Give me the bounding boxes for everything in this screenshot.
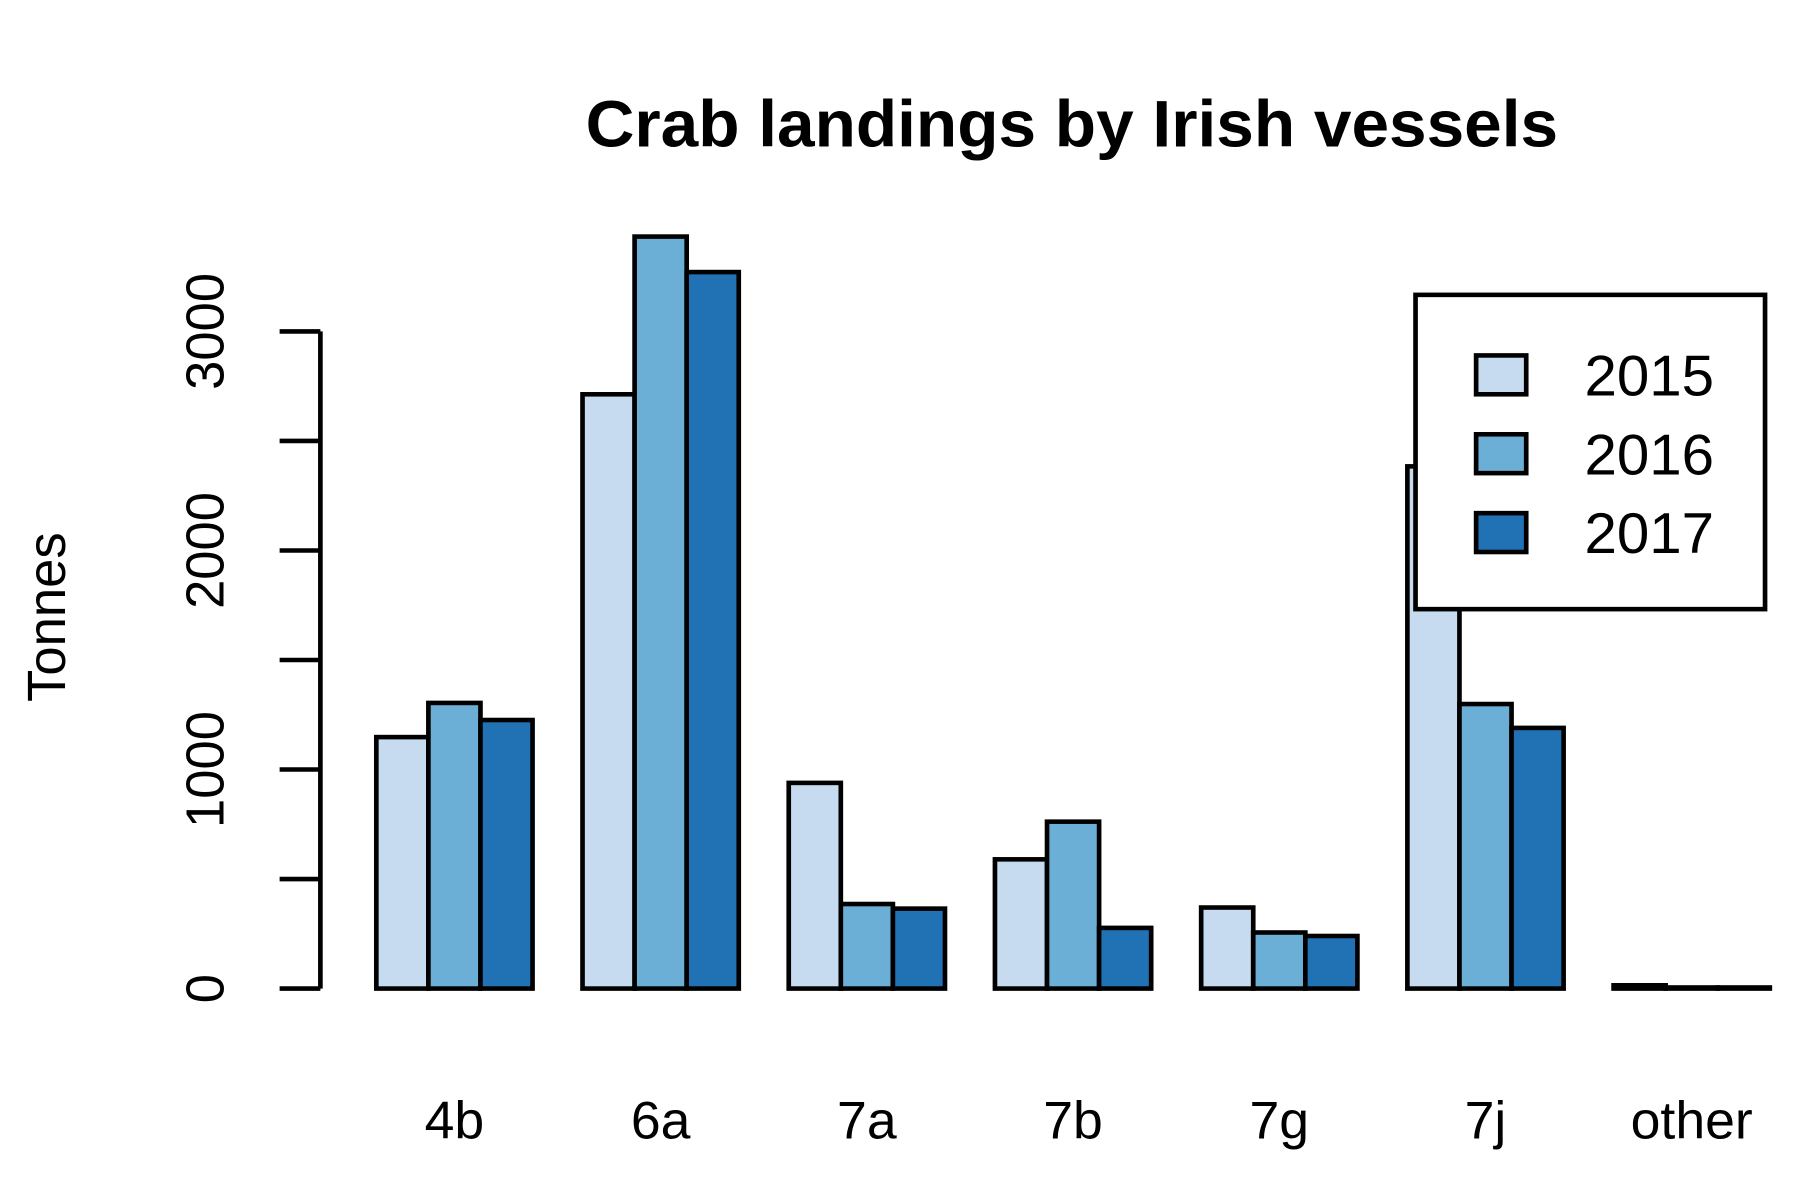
bar	[1302, 933, 1360, 991]
bar	[1457, 701, 1514, 991]
bar	[992, 857, 1050, 991]
legend-label: 2015	[1584, 345, 1714, 408]
bar	[426, 700, 483, 991]
bar	[1663, 985, 1721, 991]
x-tick-label: 4b	[425, 1092, 485, 1150]
x-tick-label: other	[1631, 1092, 1753, 1150]
legend-label: 2017	[1584, 503, 1714, 566]
y-tick-label: 0	[176, 974, 236, 1003]
x-tick-label: 7j	[1465, 1092, 1507, 1150]
bar	[1611, 982, 1669, 991]
bar	[1044, 819, 1102, 991]
y-axis-label: Tonnes	[18, 532, 78, 702]
bar	[478, 717, 535, 991]
bar	[838, 901, 896, 991]
legend-swatch	[1473, 510, 1529, 555]
x-tick-label: 7a	[837, 1092, 897, 1150]
bar	[1509, 725, 1566, 991]
legend-swatch	[1473, 431, 1529, 476]
bar	[1250, 930, 1308, 991]
bar	[632, 234, 690, 991]
x-tick-label: 6a	[631, 1092, 691, 1150]
legend-swatch	[1473, 353, 1529, 397]
bar	[684, 269, 742, 991]
chart-title: Crab landings by Irish vessels	[586, 87, 1559, 161]
y-tick-label: 1000	[176, 711, 236, 828]
bar	[890, 906, 948, 991]
y-tick-label: 3000	[176, 273, 236, 390]
bar	[1715, 985, 1773, 991]
x-tick-label: 7g	[1249, 1092, 1309, 1150]
legend-label: 2016	[1584, 424, 1714, 487]
bar	[1096, 925, 1154, 991]
bar	[580, 392, 637, 991]
x-tick-label: 7b	[1043, 1092, 1103, 1150]
bar	[1198, 905, 1256, 991]
y-tick-label: 2000	[176, 492, 236, 609]
bar	[786, 780, 844, 991]
bar	[373, 734, 431, 991]
